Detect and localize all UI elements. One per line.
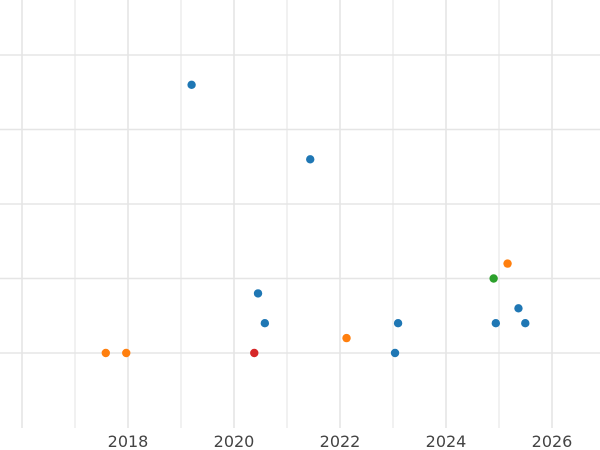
data-point [503, 259, 512, 268]
x-tick-label: 2018 [108, 432, 149, 450]
data-point [250, 348, 259, 358]
data-point [187, 80, 196, 90]
x-tick-labels: 2018 2020 2022 2024 2026 [108, 432, 573, 450]
data-point [101, 348, 110, 358]
data-point [342, 333, 351, 343]
data-point [306, 155, 315, 164]
data-point [491, 319, 501, 328]
x-tick-label: 2022 [320, 432, 361, 450]
data-point [514, 304, 523, 313]
data-point [521, 319, 530, 328]
data-point [122, 348, 131, 358]
data-point [260, 319, 270, 328]
x-tick-label: 2020 [214, 432, 255, 450]
x-gridlines [21, 0, 553, 428]
data-point [393, 319, 403, 328]
x-tick-label: 2026 [532, 432, 573, 450]
data-point [489, 274, 498, 283]
x-tick-label: 2024 [426, 432, 467, 450]
y-gridlines [0, 54, 600, 354]
data-point [390, 348, 400, 358]
data-points [101, 80, 530, 358]
data-point [253, 289, 263, 298]
